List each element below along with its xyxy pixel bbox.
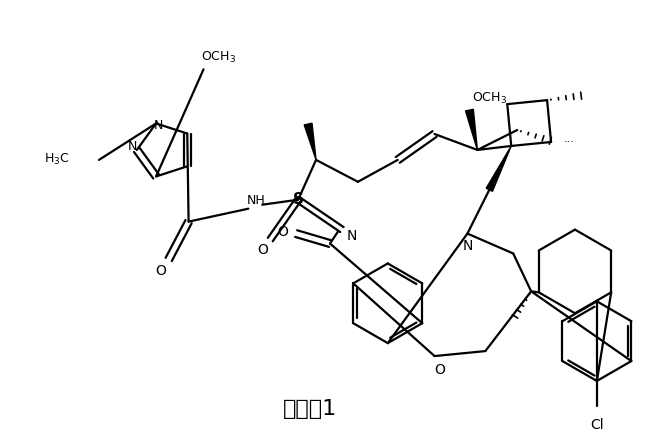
Text: O: O [277,225,288,238]
Text: ···: ··· [564,137,575,147]
Text: O: O [434,363,445,377]
Text: H$_3$C: H$_3$C [44,152,69,167]
Polygon shape [305,123,316,160]
Polygon shape [486,146,511,191]
Text: O: O [156,264,166,279]
Text: 化合物1: 化合物1 [283,399,337,419]
Text: O: O [257,242,267,256]
Text: N: N [128,140,138,153]
Text: OCH$_3$: OCH$_3$ [201,50,236,65]
Polygon shape [465,109,477,150]
Text: N: N [347,228,357,242]
Text: Cl: Cl [590,418,604,432]
Text: N: N [154,119,163,132]
Text: OCH$_3$: OCH$_3$ [472,91,507,106]
Text: S: S [293,192,304,207]
Text: NH: NH [247,194,265,207]
Text: N: N [462,238,473,252]
